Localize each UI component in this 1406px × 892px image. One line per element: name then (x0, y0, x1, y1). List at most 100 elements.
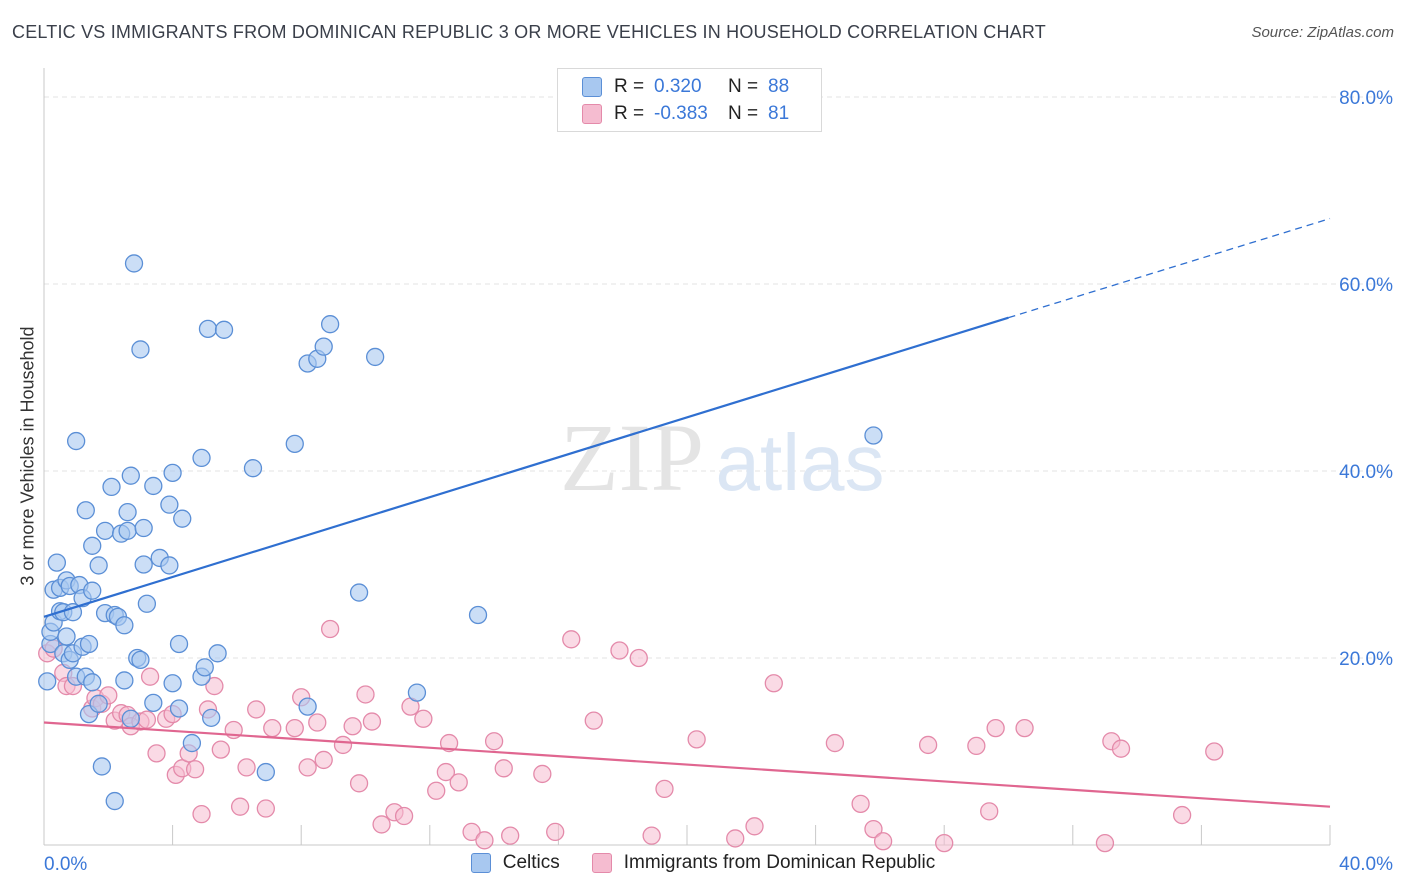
legend-r-label: R = (614, 103, 645, 124)
celtics-point (89, 694, 108, 713)
dominican-point (137, 710, 157, 729)
dominican-point (764, 674, 783, 693)
celtics-point (67, 431, 86, 451)
legend-r-label: R = (614, 76, 645, 97)
legend-item-celtics[interactable]: Celtics (470, 852, 560, 874)
dominican-point (1015, 718, 1034, 738)
tick-labels: 20.0% 40.0% 60.0% 80.0% 0.0% 40.0% (44, 88, 1393, 875)
dominican-point (439, 733, 459, 753)
dominican-point (394, 806, 414, 826)
source-credit: Source: ZipAtlas.com (1251, 24, 1394, 41)
watermark-zip: ZIP (560, 404, 704, 511)
dominican-point (1172, 805, 1192, 825)
y-tick-label: 80.0% (1339, 88, 1393, 109)
celtics-trend-extension (1008, 217, 1331, 319)
dominican-points (38, 619, 1224, 853)
dominican-point (655, 779, 674, 799)
dominican-point (935, 833, 954, 853)
series-legend: Celtics Immigrants from Dominican Republ… (0, 852, 1406, 874)
dominican-point (687, 730, 706, 749)
dominican-point (629, 648, 648, 668)
dominican-point (333, 735, 353, 755)
celtics-swatch (582, 77, 602, 97)
celtics-point (365, 347, 385, 367)
celtics-point (102, 477, 121, 497)
dominican-point (642, 826, 661, 845)
celtics-point (83, 673, 102, 692)
celtics-point (124, 254, 144, 273)
dominican-point (475, 831, 494, 850)
celtics-point (192, 448, 211, 468)
celtics-point (137, 594, 157, 613)
y-axis-label: 3 or more Vehicles in Household (17, 326, 38, 586)
legend-item-dominican[interactable]: Immigrants from Dominican Republic (591, 852, 935, 874)
dominican-point (263, 718, 282, 738)
celtics-point (320, 315, 340, 334)
celtics-trend-line (43, 316, 1009, 618)
celtics-point (349, 583, 369, 602)
celtics-point (198, 319, 218, 339)
celtics-point (160, 495, 179, 514)
chart-title: CELTIC VS IMMIGRANTS FROM DOMINICAN REPU… (12, 22, 1046, 42)
celtics-points (38, 254, 883, 811)
dominican-point (546, 822, 565, 842)
dominican-point (211, 740, 230, 759)
celtics-point (214, 320, 234, 339)
dominican-point (562, 630, 581, 649)
dominican-point (494, 759, 513, 778)
celtics-point (131, 650, 150, 670)
dominican-point (237, 758, 256, 777)
celtics-point (105, 791, 124, 811)
celtics-point (314, 337, 333, 356)
celtics-point (76, 501, 95, 520)
celtics-point (134, 518, 153, 538)
dominican-point (205, 676, 224, 696)
legend-n-value: 81 (768, 103, 790, 124)
celtics-point (144, 476, 163, 496)
dominican-point (1205, 742, 1224, 761)
celtics-point (118, 521, 137, 540)
dominican-point (320, 619, 340, 639)
dominican-point (1095, 833, 1115, 853)
dominican-point (864, 819, 883, 839)
dominican-point (967, 736, 986, 756)
watermark: ZIP atlas (560, 404, 884, 511)
dominican-point (851, 794, 870, 814)
celtics-point (83, 536, 102, 555)
legend-n-label: N = (728, 103, 759, 124)
celtics-point (38, 672, 57, 691)
dominican-point (314, 750, 333, 770)
x-tick-label: 0.0% (44, 854, 87, 875)
dominican-point (501, 826, 520, 845)
celtics-point (95, 521, 115, 540)
dominican-point (584, 711, 603, 730)
dominican-point (362, 712, 382, 731)
celtics-point (407, 683, 427, 702)
dominican-point (356, 685, 375, 704)
dominican-point (533, 764, 552, 784)
legend-r-value: -0.383 (654, 103, 708, 124)
correlation-legend: R = 0.320 N = 88 R = -0.383 N = 81 (557, 68, 822, 132)
dominican-point (436, 762, 456, 782)
dominican-point (372, 815, 391, 834)
dominican-point (610, 641, 629, 660)
dominican-swatch (591, 853, 612, 873)
celtics-point (115, 671, 134, 690)
celtics-point (63, 603, 83, 622)
dominican-point (873, 832, 893, 851)
grid-lines (44, 96, 1392, 659)
celtics-point (163, 674, 182, 693)
legend-n-label: N = (728, 76, 759, 97)
celtics-point (298, 697, 317, 716)
celtics-point (47, 553, 67, 572)
dominican-point (230, 797, 250, 816)
celtics-point (79, 634, 99, 654)
celtics-point (121, 466, 140, 485)
dominican-point (192, 804, 211, 824)
legend-row-celtics: R = 0.320 N = 88 (582, 74, 789, 100)
dominican-point (185, 760, 205, 779)
legend-n-value: 88 (768, 76, 790, 97)
celtics-point (864, 426, 883, 445)
y-tick-label: 20.0% (1339, 649, 1393, 670)
celtics-point (169, 699, 189, 718)
